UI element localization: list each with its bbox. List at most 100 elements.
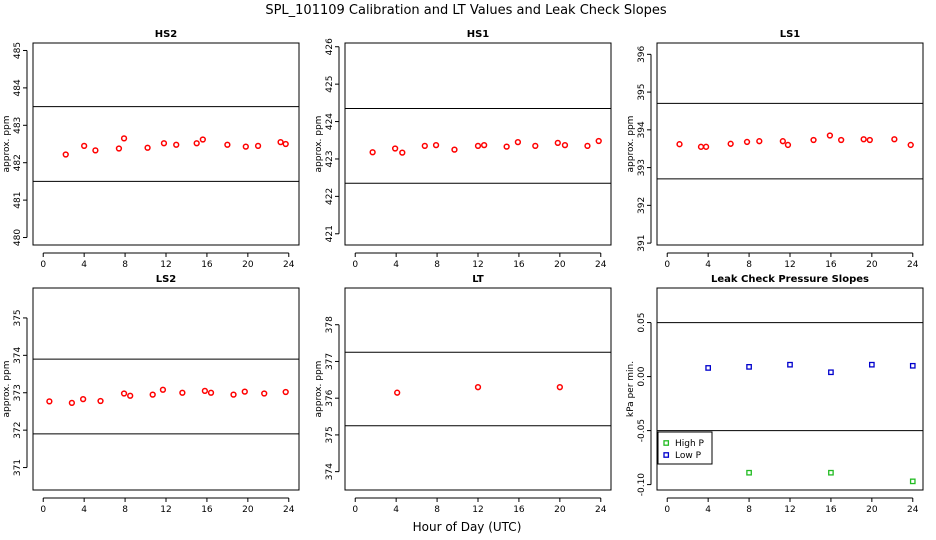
data-point (705, 365, 712, 371)
x-tick-label: 20 (554, 505, 566, 515)
legend-marker (663, 452, 670, 458)
x-tick-label: 24 (283, 260, 295, 270)
data-point (756, 138, 763, 145)
data-point (868, 361, 875, 368)
data-point (224, 141, 231, 148)
y-tick-label: 484 (13, 79, 23, 96)
y-tick-label: 374 (325, 463, 335, 480)
x-tick-label: 4 (393, 505, 399, 515)
y-axis-label: approx. ppm (2, 116, 12, 173)
x-tick-label: 0 (664, 260, 670, 270)
data-point (595, 137, 602, 145)
x-tick-label: 0 (352, 260, 358, 270)
data-point (514, 138, 522, 146)
x-tick-label: 16 (513, 260, 525, 270)
y-tick-label: -0.05 (637, 419, 647, 442)
data-point (860, 136, 867, 143)
data-point (230, 391, 237, 398)
panel-ls1: LS1 0 4 8 12 16 20 24 391 392 393 394 395 396 approx. … (626, 29, 924, 270)
x-tick-label: 20 (866, 505, 878, 515)
data-point (201, 387, 209, 395)
y-axis-label: kPa per min. (626, 361, 636, 417)
x-tick-label: 12 (472, 260, 483, 270)
x-tick-label: 16 (201, 260, 213, 270)
y-tick-label: 393 (637, 159, 647, 176)
y-tick-label: 394 (637, 121, 647, 138)
x-tick-label: 4 (81, 260, 87, 270)
x-tick-label: 4 (393, 260, 399, 270)
data-point (369, 149, 376, 156)
x-tick-label: 0 (664, 505, 670, 515)
panel-title: LS2 (156, 274, 177, 285)
data-point (120, 135, 128, 142)
y-tick-label: 481 (13, 192, 23, 209)
data-point (787, 361, 793, 368)
data-point (826, 132, 834, 139)
data-point (282, 140, 289, 148)
y-axis-label: approx. ppm (2, 361, 12, 418)
y-tick-label: 425 (325, 76, 335, 93)
data-point (46, 398, 53, 405)
panel-hs1: HS1 0 4 8 12 16 20 24 421 422 423 424 425 426 approx. … (314, 29, 612, 270)
x-tick-label: 0 (40, 260, 46, 270)
data-point (474, 384, 482, 391)
data-point (503, 143, 510, 150)
y-tick-label: 392 (637, 197, 647, 214)
y-tick-label: 0.00 (637, 366, 647, 386)
data-point (127, 392, 134, 399)
x-tick-label: 8 (434, 505, 440, 515)
y-tick-label: 376 (325, 389, 335, 406)
figure-title: SPL_101109 Calibration and LT Values and… (265, 3, 667, 18)
y-tick-label: 373 (13, 384, 23, 401)
y-tick-label: 483 (13, 117, 23, 134)
data-point (193, 140, 200, 147)
y-tick-label: 424 (325, 113, 335, 130)
legend: High P Low P (657, 431, 713, 465)
data-point (81, 142, 88, 150)
x-tick-label: 4 (705, 260, 711, 270)
x-tick-label: 24 (907, 260, 919, 270)
panel-title: HS1 (467, 29, 490, 40)
x-tick-label: 4 (705, 505, 711, 515)
data-point (199, 136, 206, 143)
y-tick-label: 374 (13, 346, 23, 363)
x-tick-label: 8 (122, 505, 128, 515)
x-tick-label: 4 (81, 505, 87, 515)
data-point (556, 384, 563, 391)
data-point (241, 388, 248, 395)
y-tick-label: 395 (637, 83, 647, 100)
data-point (115, 145, 123, 152)
data-point (891, 136, 898, 143)
plot-frame (656, 287, 924, 491)
data-point (149, 391, 156, 398)
data-point (561, 141, 569, 149)
data-point (261, 390, 268, 397)
data-point (532, 142, 539, 150)
data-point (474, 142, 482, 150)
data-point (432, 141, 440, 149)
data-point (277, 138, 284, 146)
data-point (838, 136, 845, 144)
x-tick-label: 8 (122, 260, 128, 270)
data-point (909, 362, 916, 369)
legend-label: Low P (675, 451, 702, 461)
data-point (746, 469, 752, 476)
figure-x-axis-label: Hour of Day (UTC) (413, 520, 522, 534)
y-tick-label: 422 (325, 188, 335, 205)
data-point (828, 369, 834, 376)
legend-marker (663, 440, 670, 446)
data-point (160, 140, 168, 147)
x-tick-label: 24 (907, 505, 919, 515)
y-tick-label: 372 (13, 422, 23, 439)
data-point (554, 139, 561, 147)
data-point (810, 136, 817, 144)
x-tick-label: 20 (242, 505, 254, 515)
x-tick-label: 16 (825, 505, 837, 515)
plot-frame (344, 287, 612, 491)
data-point (391, 145, 399, 152)
y-tick-label: 377 (325, 353, 335, 370)
x-tick-label: 8 (746, 260, 752, 270)
y-tick-label: 421 (325, 225, 335, 242)
y-tick-label: 480 (13, 229, 23, 246)
data-point (907, 141, 914, 149)
